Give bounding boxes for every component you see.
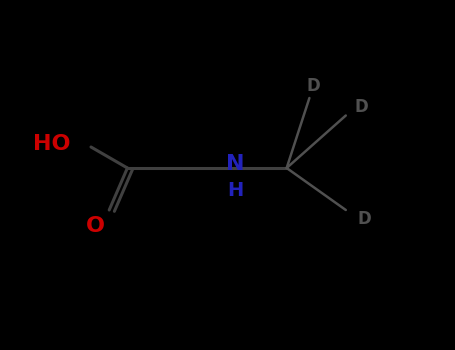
Text: D: D [355,98,369,116]
Text: D: D [357,210,371,228]
Text: D: D [306,77,320,95]
Text: N: N [226,154,244,175]
Text: H: H [227,181,243,200]
Text: O: O [86,216,105,236]
Text: HO: HO [33,133,71,154]
